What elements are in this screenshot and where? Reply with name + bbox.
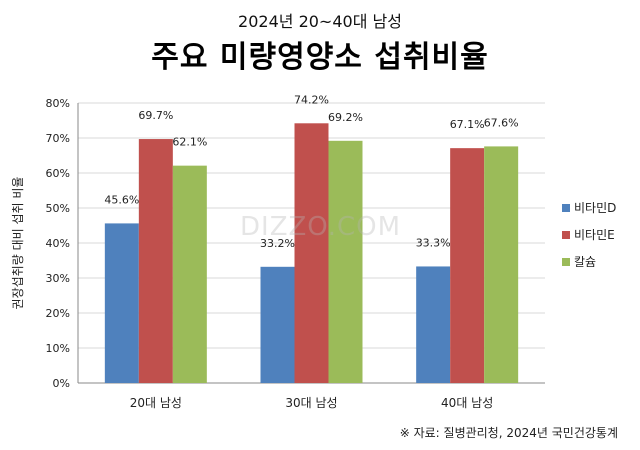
y-tick-label: 10% bbox=[46, 342, 70, 355]
y-axis-label: 권장섭취량 대비 섭취 비율 bbox=[11, 177, 25, 310]
bar-비타민E-20대 남성 bbox=[138, 139, 173, 383]
bar-칼슘-30대 남성 bbox=[328, 140, 363, 383]
y-tick-label: 50% bbox=[46, 202, 70, 215]
watermark-text: DIZZO.COM bbox=[240, 212, 402, 242]
category-label: 20대 남성 bbox=[130, 396, 182, 410]
bar-비타민E-30대 남성 bbox=[294, 123, 329, 384]
legend-label: 비타민E bbox=[574, 228, 615, 242]
data-label: 67.6% bbox=[484, 116, 519, 129]
chart-title: 주요 미량영양소 섭취비율 bbox=[151, 40, 489, 75]
category-label: 30대 남성 bbox=[285, 396, 337, 410]
data-label: 69.7% bbox=[138, 109, 173, 122]
y-tick-label: 30% bbox=[46, 272, 70, 285]
y-tick-label: 80% bbox=[46, 97, 70, 110]
source-note: ※ 자료: 질병관리청, 2024년 국민건강통계 bbox=[399, 426, 618, 440]
y-tick-label: 70% bbox=[46, 132, 70, 145]
legend-swatch-비타민D bbox=[562, 204, 570, 212]
legend-swatch-칼슘 bbox=[562, 258, 570, 266]
data-label: 67.1% bbox=[450, 118, 485, 131]
chart-subtitle: 2024년 20~40대 남성 bbox=[238, 12, 402, 31]
y-tick-label: 20% bbox=[46, 307, 70, 320]
bar-비타민E-40대 남성 bbox=[450, 148, 485, 383]
category-label: 40대 남성 bbox=[441, 396, 493, 410]
legend-label: 칼슘 bbox=[574, 255, 596, 269]
bar-칼슘-20대 남성 bbox=[172, 165, 207, 383]
legend-swatch-비타민E bbox=[562, 231, 570, 239]
data-label: 33.3% bbox=[416, 236, 451, 249]
y-tick-label: 60% bbox=[46, 167, 70, 180]
y-tick-label: 40% bbox=[46, 237, 70, 250]
legend-label: 비타민D bbox=[574, 201, 616, 215]
data-label: 33.2% bbox=[260, 237, 295, 250]
bar-칼슘-40대 남성 bbox=[484, 146, 519, 383]
bar-비타민D-20대 남성 bbox=[104, 223, 139, 383]
bar-비타민D-30대 남성 bbox=[260, 266, 295, 383]
data-label: 45.6% bbox=[104, 193, 139, 206]
data-label: 74.2% bbox=[294, 93, 329, 106]
data-label: 69.2% bbox=[328, 111, 363, 124]
y-tick-label: 0% bbox=[53, 377, 70, 390]
data-label: 62.1% bbox=[172, 136, 207, 149]
bar-비타민D-40대 남성 bbox=[416, 266, 451, 383]
